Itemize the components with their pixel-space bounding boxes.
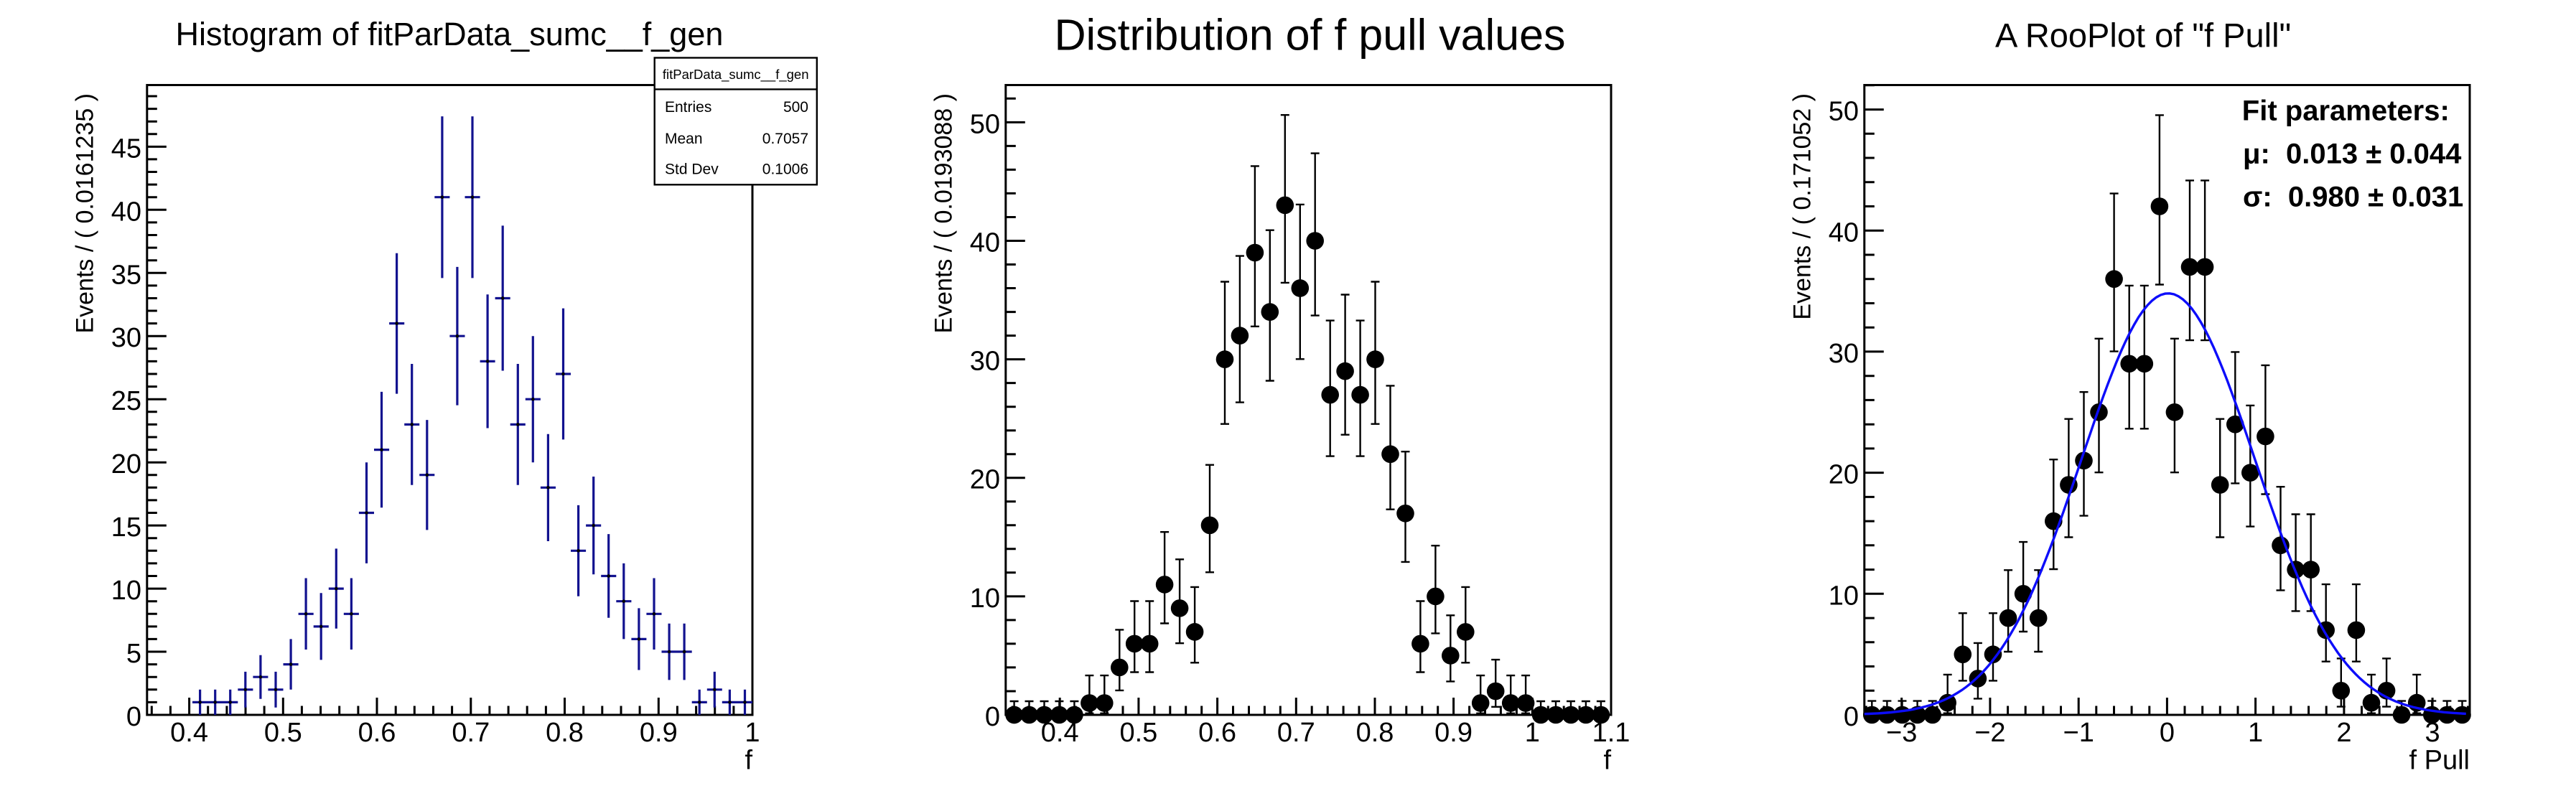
svg-text:Std Dev: Std Dev <box>665 161 719 178</box>
svg-text:35: 35 <box>111 260 141 290</box>
svg-text:25: 25 <box>111 386 141 416</box>
svg-text:μ: 0.013 ± 0.044: μ: 0.013 ± 0.044 <box>2243 139 2462 170</box>
svg-text:0.7: 0.7 <box>1277 718 1315 748</box>
svg-text:30: 30 <box>111 323 141 353</box>
svg-text:Entries: Entries <box>665 99 711 116</box>
svg-text:2: 2 <box>2336 718 2351 748</box>
svg-text:0.6: 0.6 <box>358 718 396 748</box>
svg-text:40: 40 <box>1829 217 1859 248</box>
svg-text:0: 0 <box>1844 702 1859 732</box>
svg-text:0.9: 0.9 <box>1434 718 1473 748</box>
svg-text:Events / ( 0.171052 ): Events / ( 0.171052 ) <box>1789 93 1816 320</box>
svg-text:Mean: Mean <box>665 131 703 147</box>
svg-text:0.6: 0.6 <box>1198 718 1236 748</box>
svg-text:−2: −2 <box>1974 718 2005 748</box>
svg-text:1: 1 <box>1525 718 1540 748</box>
svg-text:A RooPlot of "f Pull": A RooPlot of "f Pull" <box>1995 16 2291 54</box>
svg-text:0.8: 0.8 <box>1356 718 1394 748</box>
svg-text:20: 20 <box>1829 460 1859 490</box>
svg-text:Fit parameters:: Fit parameters: <box>2242 95 2450 127</box>
svg-text:0.5: 0.5 <box>264 718 302 748</box>
svg-text:40: 40 <box>970 228 1000 258</box>
svg-text:10: 10 <box>1829 581 1859 611</box>
svg-text:Histogram of fitParData_sumc__: Histogram of fitParData_sumc__f_gen <box>176 16 724 52</box>
svg-text:−1: −1 <box>2063 718 2094 748</box>
svg-text:0.7: 0.7 <box>452 718 490 748</box>
svg-text:0.1006: 0.1006 <box>762 161 808 178</box>
svg-text:f: f <box>1603 746 1611 776</box>
svg-text:10: 10 <box>111 576 141 606</box>
svg-text:3: 3 <box>2425 718 2440 748</box>
svg-text:0.4: 0.4 <box>170 718 208 748</box>
svg-text:20: 20 <box>970 465 1000 495</box>
svg-text:50: 50 <box>970 109 1000 139</box>
svg-text:10: 10 <box>970 584 1000 614</box>
svg-text:σ: 0.980 ± 0.031: σ: 0.980 ± 0.031 <box>2243 182 2463 213</box>
svg-text:Events / ( 0.0193088 ): Events / ( 0.0193088 ) <box>930 93 958 334</box>
svg-text:30: 30 <box>970 347 1000 377</box>
svg-text:5: 5 <box>126 639 141 669</box>
svg-text:Events / ( 0.0161235 ): Events / ( 0.0161235 ) <box>72 93 99 334</box>
svg-text:0: 0 <box>985 702 1000 732</box>
svg-text:0: 0 <box>126 702 141 732</box>
svg-text:1: 1 <box>745 718 760 748</box>
svg-text:15: 15 <box>111 512 141 543</box>
svg-text:500: 500 <box>783 99 808 116</box>
svg-text:fitParData_sumc__f_gen: fitParData_sumc__f_gen <box>663 67 809 83</box>
svg-text:0: 0 <box>2160 718 2175 748</box>
svg-text:f: f <box>745 746 752 776</box>
svg-text:0.9: 0.9 <box>640 718 678 748</box>
svg-text:45: 45 <box>111 134 141 164</box>
svg-text:40: 40 <box>111 197 141 227</box>
svg-text:f Pull: f Pull <box>2409 746 2470 776</box>
svg-text:0.5: 0.5 <box>1119 718 1157 748</box>
svg-text:20: 20 <box>111 449 141 479</box>
svg-text:0.7057: 0.7057 <box>762 131 808 147</box>
svg-text:1: 1 <box>2248 718 2263 748</box>
svg-text:30: 30 <box>1829 339 1859 369</box>
svg-text:0.8: 0.8 <box>546 718 584 748</box>
svg-text:Distribution of f pull values: Distribution of f pull values <box>1055 10 1566 59</box>
svg-text:50: 50 <box>1829 97 1859 127</box>
